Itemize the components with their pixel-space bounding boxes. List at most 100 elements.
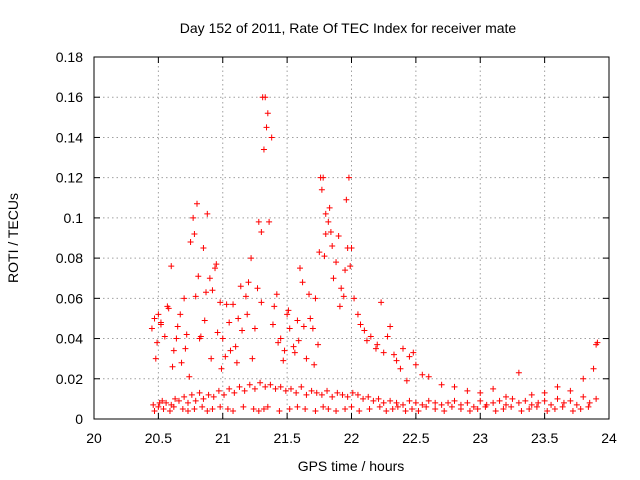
data-point — [236, 383, 243, 390]
data-point — [326, 204, 333, 211]
data-point — [518, 407, 525, 414]
data-point — [175, 397, 182, 404]
data-point — [464, 387, 471, 394]
data-point — [526, 405, 533, 412]
data-point — [344, 393, 351, 400]
data-point — [344, 245, 351, 252]
data-point — [194, 200, 200, 207]
data-point — [366, 405, 373, 412]
axis-ticks: 20 20.5 21 21.5 22 22.5 23 23.5 24 0 0.02 0.04 0.06 0… — [56, 49, 617, 446]
data-point — [179, 405, 186, 412]
data-point — [457, 405, 464, 412]
data-point — [241, 387, 248, 394]
data-point — [347, 263, 354, 270]
data-point — [573, 401, 580, 408]
data-point — [249, 355, 256, 362]
data-point — [276, 407, 283, 414]
data-point — [204, 407, 211, 414]
data-point — [244, 311, 251, 318]
data-point — [277, 383, 284, 390]
data-point — [425, 397, 432, 404]
data-point — [528, 401, 535, 408]
data-point — [212, 265, 219, 272]
data-point — [303, 391, 310, 398]
data-point — [191, 230, 198, 237]
data-point — [195, 273, 202, 280]
data-point — [226, 319, 233, 326]
data-point — [170, 347, 177, 354]
data-point — [155, 311, 162, 318]
data-point — [335, 232, 342, 239]
data-point — [273, 291, 280, 298]
data-point — [183, 331, 190, 338]
data-point — [161, 333, 168, 340]
data-point — [295, 337, 302, 344]
data-point — [186, 373, 193, 380]
data-point — [190, 214, 197, 221]
data-point — [351, 295, 358, 302]
data-point — [196, 389, 203, 396]
data-point — [586, 399, 593, 406]
data-point — [291, 349, 298, 356]
data-point — [188, 391, 195, 398]
data-point — [448, 403, 455, 410]
data-point — [365, 393, 372, 400]
y-tick-label: 0.18 — [56, 49, 83, 65]
data-point — [214, 329, 221, 336]
data-point — [412, 361, 419, 368]
data-point — [354, 391, 361, 398]
data-point — [340, 293, 347, 300]
x-tick-label: 20 — [86, 430, 102, 446]
data-point — [383, 407, 390, 414]
data-point — [184, 407, 191, 414]
x-tick-label: 24 — [601, 430, 617, 446]
data-point — [445, 399, 452, 406]
data-point — [336, 303, 343, 310]
data-point — [260, 405, 267, 412]
data-point — [269, 321, 276, 328]
data-point — [313, 389, 320, 396]
data-point — [409, 405, 416, 412]
data-point — [192, 397, 199, 404]
data-point — [419, 371, 426, 378]
x-tick-label: 23.5 — [531, 430, 558, 446]
data-point — [163, 399, 170, 406]
data-point — [474, 405, 481, 412]
data-point — [316, 249, 323, 256]
data-point — [393, 357, 400, 364]
data-point — [560, 399, 567, 406]
data-point — [338, 285, 345, 292]
data-point — [387, 323, 394, 330]
data-point — [192, 293, 199, 300]
data-point — [554, 383, 561, 390]
data-point — [200, 395, 207, 402]
data-point — [492, 407, 499, 414]
data-point — [197, 333, 204, 340]
data-point — [423, 403, 430, 410]
data-point — [156, 399, 163, 406]
data-point — [312, 295, 319, 302]
data-point — [232, 343, 239, 350]
data-point — [178, 359, 185, 366]
data-point — [400, 401, 406, 408]
data-point — [354, 311, 361, 318]
data-point — [321, 253, 328, 260]
data-point — [451, 397, 458, 404]
data-point — [349, 389, 356, 396]
data-point — [218, 365, 225, 372]
data-point — [293, 389, 300, 396]
data-point — [233, 359, 240, 366]
data-point — [406, 397, 413, 404]
data-point — [541, 389, 548, 396]
data-point — [394, 403, 401, 410]
data-point — [173, 335, 180, 342]
data-point — [522, 397, 529, 404]
data-point — [206, 275, 213, 282]
data-point — [370, 397, 377, 404]
data-point — [376, 403, 383, 410]
data-point — [172, 395, 179, 402]
data-point — [210, 393, 217, 400]
data-point — [320, 403, 327, 410]
x-tick-label: 22.5 — [402, 430, 429, 446]
